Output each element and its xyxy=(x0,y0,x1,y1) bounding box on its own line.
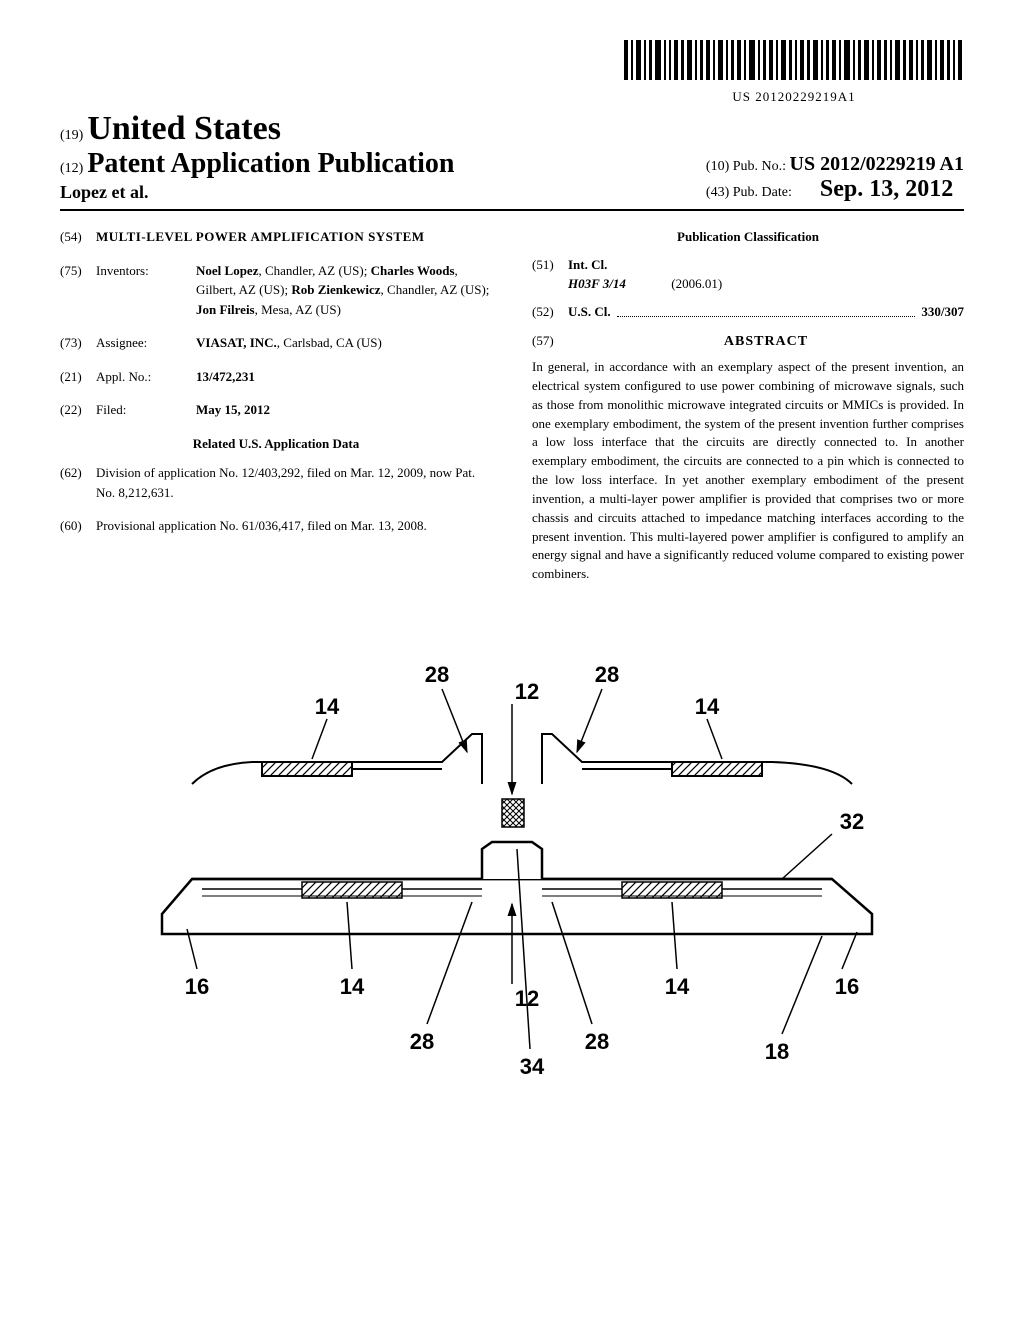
abstract-header-row: (57) ABSTRACT xyxy=(532,331,964,358)
fig-label-14c: 14 xyxy=(340,974,365,999)
filed-num: (22) xyxy=(60,400,96,420)
fig-label-18: 18 xyxy=(765,1039,789,1064)
intcl-date: (2006.01) xyxy=(671,276,722,291)
divider xyxy=(60,209,964,211)
provisional-field: (60) Provisional application No. 61/036,… xyxy=(60,516,492,536)
classification-header: Publication Classification xyxy=(532,227,964,247)
fig-label-28d: 28 xyxy=(585,1029,609,1054)
filed-field: (22) Filed: May 15, 2012 xyxy=(60,400,492,420)
division-num: (62) xyxy=(60,463,96,502)
barcode-number: US 20120229219A1 xyxy=(624,89,964,105)
header: (19) United States (12) Patent Applicati… xyxy=(60,110,964,203)
intcl-field: (51) Int. Cl. H03F 3/14 (2006.01) xyxy=(532,255,964,296)
fig-label-14a: 14 xyxy=(315,694,340,719)
fig-label-28a: 28 xyxy=(425,662,449,687)
inventors-value: Noel Lopez, Chandler, AZ (US); Charles W… xyxy=(196,261,492,320)
intcl-label: Int. Cl. xyxy=(568,255,964,275)
fig-label-12b: 12 xyxy=(515,986,539,1011)
country-title: United States xyxy=(87,110,281,147)
pubdate-label: Pub. Date: xyxy=(733,185,792,200)
code-12: (12) xyxy=(60,161,83,176)
barcode-region: US 20120229219A1 xyxy=(60,40,964,106)
assignee-label: Assignee: xyxy=(96,333,196,353)
header-left: (19) United States (12) Patent Applicati… xyxy=(60,110,454,203)
abstract-num: (57) xyxy=(532,331,568,358)
fig-label-28c: 28 xyxy=(410,1029,434,1054)
assignee-num: (73) xyxy=(60,333,96,353)
inventors-num: (75) xyxy=(60,261,96,320)
fig-label-14d: 14 xyxy=(665,974,690,999)
fig-label-16b: 16 xyxy=(835,974,859,999)
barcode-svg xyxy=(624,40,964,82)
title-field: (54) MULTI-LEVEL POWER AMPLIFICATION SYS… xyxy=(60,227,492,247)
uscl-dots xyxy=(617,302,916,318)
applno-label: Appl. No.: xyxy=(96,367,196,387)
fig-label-34: 34 xyxy=(520,1054,545,1079)
body-columns: (54) MULTI-LEVEL POWER AMPLIFICATION SYS… xyxy=(60,227,964,584)
related-header: Related U.S. Application Data xyxy=(60,434,492,454)
intcl-code: H03F 3/14 xyxy=(568,274,668,294)
pubno-label: Pub. No.: xyxy=(733,159,786,174)
inventors-field: (75) Inventors: Noel Lopez, Chandler, AZ… xyxy=(60,261,492,320)
header-right: (10) Pub. No.: US 2012/0229219 A1 (43) P… xyxy=(706,153,964,203)
assignee-field: (73) Assignee: VIASAT, INC., Carlsbad, C… xyxy=(60,333,492,353)
inventors-label: Inventors: xyxy=(96,261,196,320)
filed-label: Filed: xyxy=(96,400,196,420)
code-10: (10) xyxy=(706,159,729,174)
fig-label-14b: 14 xyxy=(695,694,720,719)
publication-type: Patent Application Publication xyxy=(87,148,454,179)
provisional-value: Provisional application No. 61/036,417, … xyxy=(96,516,492,536)
intcl-num: (51) xyxy=(532,255,568,296)
pubdate-value: Sep. 13, 2012 xyxy=(820,176,953,202)
pubno-value: US 2012/0229219 A1 xyxy=(790,153,964,175)
uscl-num: (52) xyxy=(532,302,568,322)
fig-label-32: 32 xyxy=(840,809,864,834)
title-value: MULTI-LEVEL POWER AMPLIFICATION SYSTEM xyxy=(96,227,492,247)
fig-label-16a: 16 xyxy=(185,974,209,999)
applno-num: (21) xyxy=(60,367,96,387)
division-field: (62) Division of application No. 12/403,… xyxy=(60,463,492,502)
code-43: (43) xyxy=(706,185,729,200)
barcode: US 20120229219A1 xyxy=(624,40,964,105)
assignee-value: VIASAT, INC., Carlsbad, CA (US) xyxy=(196,333,492,353)
fig-label-12a: 12 xyxy=(515,679,539,704)
uscl-value: 330/307 xyxy=(921,302,964,322)
intcl-block: Int. Cl. H03F 3/14 (2006.01) xyxy=(568,255,964,296)
intcl-row: H03F 3/14 (2006.01) xyxy=(568,274,964,294)
figure-area: 28 28 14 14 12 32 16 16 14 14 12 28 28 3… xyxy=(60,634,964,1099)
authors-line: Lopez et al. xyxy=(60,182,454,203)
uscl-field: (52) U.S. Cl. 330/307 xyxy=(532,302,964,322)
applno-value: 13/472,231 xyxy=(196,367,492,387)
code-19: (19) xyxy=(60,128,83,143)
abstract-header: ABSTRACT xyxy=(568,331,964,352)
right-column: Publication Classification (51) Int. Cl.… xyxy=(532,227,964,584)
provisional-num: (60) xyxy=(60,516,96,536)
title-num: (54) xyxy=(60,227,96,247)
fig-label-28b: 28 xyxy=(595,662,619,687)
patent-figure: 28 28 14 14 12 32 16 16 14 14 12 28 28 3… xyxy=(132,634,892,1094)
division-value: Division of application No. 12/403,292, … xyxy=(96,463,492,502)
uscl-label: U.S. Cl. xyxy=(568,302,611,322)
filed-value: May 15, 2012 xyxy=(196,400,492,420)
left-column: (54) MULTI-LEVEL POWER AMPLIFICATION SYS… xyxy=(60,227,492,584)
abstract-text: In general, in accordance with an exempl… xyxy=(532,358,964,584)
applno-field: (21) Appl. No.: 13/472,231 xyxy=(60,367,492,387)
